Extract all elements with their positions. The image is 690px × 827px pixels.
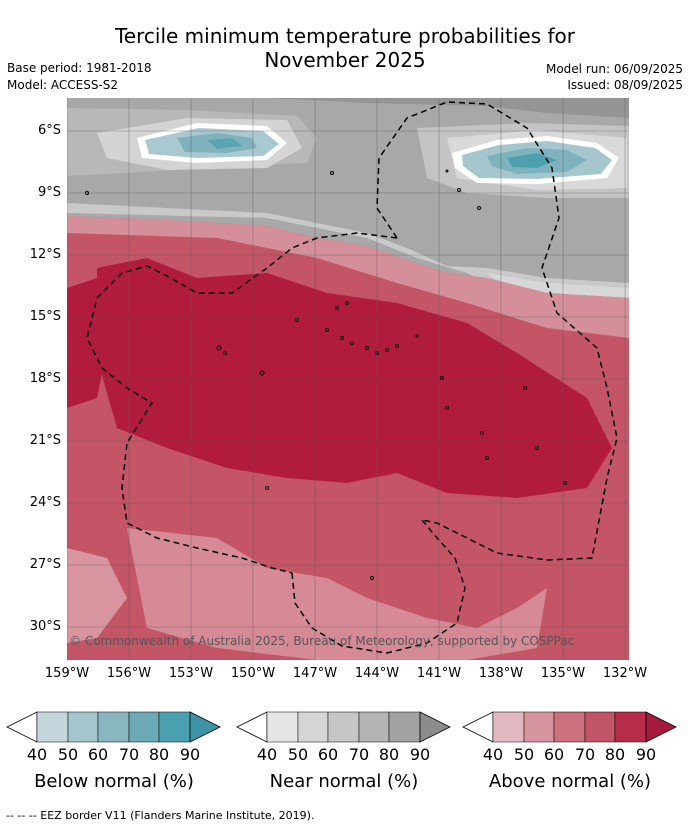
tick-label: 70	[348, 745, 370, 764]
base-period-text: Base period: 1981-2018	[7, 61, 152, 75]
map-grid	[66, 98, 629, 660]
map-title-line1: Tercile minimum temperature probabilitie…	[114, 24, 576, 48]
colorbar-above-low-arrow	[462, 711, 494, 743]
above-normal-light-southwest	[67, 548, 127, 643]
tick-label: 40	[482, 745, 504, 764]
colorbar-below-cell	[158, 711, 191, 743]
tick-label: 60	[543, 745, 565, 764]
tick-label: 90	[635, 745, 657, 764]
lat-label: 15°S	[29, 309, 61, 324]
lat-label: 12°S	[29, 247, 61, 262]
colorbar-above-cell	[553, 711, 586, 743]
lon-label: 150°W	[230, 666, 276, 681]
map-title-line2: November 2025	[264, 48, 426, 72]
colorbar-above-label: Above normal (%)	[488, 771, 652, 792]
colorbar-above-cell	[523, 711, 555, 743]
colorbar-above	[462, 711, 677, 743]
lon-label: 135°W	[540, 666, 586, 681]
below-normal-patch-west	[137, 123, 287, 163]
lon-label: 144°W	[354, 666, 400, 681]
tick-label: 40	[256, 745, 278, 764]
colorbar-near-label: Near normal (%)	[269, 771, 419, 792]
tick-label: 70	[574, 745, 596, 764]
tick-label: 60	[317, 745, 339, 764]
model-text: Model: ACCESS-S2	[7, 78, 119, 92]
tick-label: 90	[179, 745, 201, 764]
colorbar-below-cell	[67, 711, 99, 743]
colorbar-near-cell	[358, 711, 390, 743]
tick-label: 80	[378, 745, 400, 764]
lat-label: 27°S	[29, 557, 61, 572]
tick-label: 80	[604, 745, 626, 764]
colorbar-below-high-arrow	[189, 711, 221, 743]
lon-label: 141°W	[416, 666, 462, 681]
lon-label: 147°W	[292, 666, 338, 681]
colorbar-near-high-arrow	[419, 711, 451, 743]
lat-label: 30°S	[29, 619, 61, 634]
tick-label: 60	[87, 745, 109, 764]
copyright-text: © Commonwealth of Australia 2025, Bureau…	[69, 634, 575, 648]
map-panel	[66, 98, 629, 660]
tick-label: 70	[118, 745, 140, 764]
lon-label: 159°W	[44, 666, 90, 681]
colorbar-above-cell	[614, 711, 647, 743]
issued-text: Issued: 08/09/2025	[567, 78, 683, 92]
tick-label: 50	[513, 745, 535, 764]
colorbar-below-cell	[128, 711, 160, 743]
tick-label: 80	[148, 745, 170, 764]
above-normal-strong-core	[97, 258, 612, 498]
above-normal-lighter-edge	[67, 216, 629, 338]
colorbar-near	[236, 711, 451, 743]
colorbar-above-cell	[584, 711, 616, 743]
lat-label: 6°S	[37, 123, 61, 138]
islands	[85, 169, 567, 580]
eez-borders	[86, 101, 618, 654]
tick-label: 40	[26, 745, 48, 764]
lon-label: 132°W	[602, 666, 648, 681]
lat-label: 9°S	[37, 185, 61, 200]
lat-label: 18°S	[29, 371, 61, 386]
colorbar-near-cell	[266, 711, 299, 743]
colorbar-below-label: Below normal (%)	[34, 771, 194, 792]
tick-label: 50	[287, 745, 309, 764]
colorbar-above-cell	[492, 711, 525, 743]
lon-label: 153°W	[168, 666, 214, 681]
lat-label: 24°S	[29, 495, 61, 510]
map-svg	[66, 98, 629, 660]
tick-label: 90	[409, 745, 431, 764]
colorbar-near-cell	[327, 711, 360, 743]
colorbar-near-cell	[388, 711, 421, 743]
model-run-text: Model run: 06/09/2025	[545, 62, 683, 76]
colorbar-near-low-arrow	[236, 711, 268, 743]
below-normal-patch-east	[452, 136, 619, 184]
colorbar-below-low-arrow	[6, 711, 38, 743]
lon-label: 138°W	[478, 666, 524, 681]
colorbar-near-cell	[297, 711, 329, 743]
near-normal-dark-patch	[67, 98, 629, 118]
colorbar-above-high-arrow	[645, 711, 677, 743]
tick-label: 50	[57, 745, 79, 764]
above-normal-strong-west	[67, 278, 107, 408]
lat-label: 21°S	[29, 433, 61, 448]
colorbar-below-cell	[36, 711, 69, 743]
lon-label: 156°W	[106, 666, 152, 681]
eez-footnote: -- -- -- EEZ border V11 (Flanders Marine…	[6, 809, 315, 822]
colorbar-below-cell	[97, 711, 130, 743]
colorbar-below	[6, 711, 221, 743]
